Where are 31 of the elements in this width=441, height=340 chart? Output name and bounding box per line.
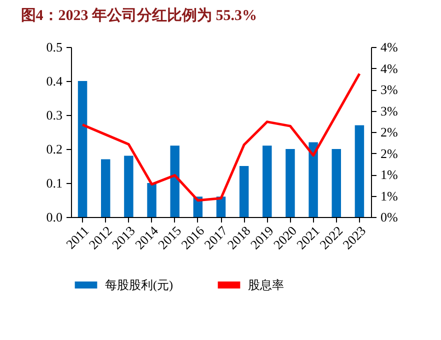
y-tick-label: 0.2	[46, 142, 62, 156]
y-tick-label: 0.4	[46, 74, 63, 88]
y2-tick-label: 1%	[380, 167, 398, 182]
y-tick-label: 0.3	[46, 108, 62, 122]
bar	[308, 142, 318, 217]
y2-tick-label: 4%	[380, 40, 398, 54]
bar	[286, 149, 295, 217]
bar	[170, 146, 180, 217]
y-tick-label: 0.0	[46, 210, 62, 224]
bar	[78, 81, 88, 217]
legend-label: 每股股利(元)	[105, 278, 173, 292]
y2-tick-label: 3%	[380, 103, 398, 118]
bar	[101, 159, 110, 217]
bar	[354, 125, 364, 217]
bar	[239, 166, 249, 217]
y2-tick-label: 2%	[380, 124, 398, 140]
y2-tick-label: 1%	[380, 188, 398, 204]
legend-label: 股息率	[248, 278, 284, 292]
y-tick-label: 0.5	[46, 40, 62, 54]
bar	[147, 183, 156, 217]
y2-tick-label: 4%	[380, 60, 398, 76]
line-series	[81, 72, 361, 202]
y-tick-label: 0.1	[46, 176, 62, 190]
y2-tick-label: 2%	[380, 146, 398, 161]
bar	[332, 149, 341, 217]
y2-tick-label: 0%	[380, 210, 398, 224]
bar	[262, 146, 272, 217]
bar	[216, 196, 226, 217]
bar	[124, 156, 134, 217]
chart-title: 图4：2023 年公司分红比例为 55.3%	[20, 7, 257, 24]
y2-tick-label: 3%	[380, 82, 398, 97]
